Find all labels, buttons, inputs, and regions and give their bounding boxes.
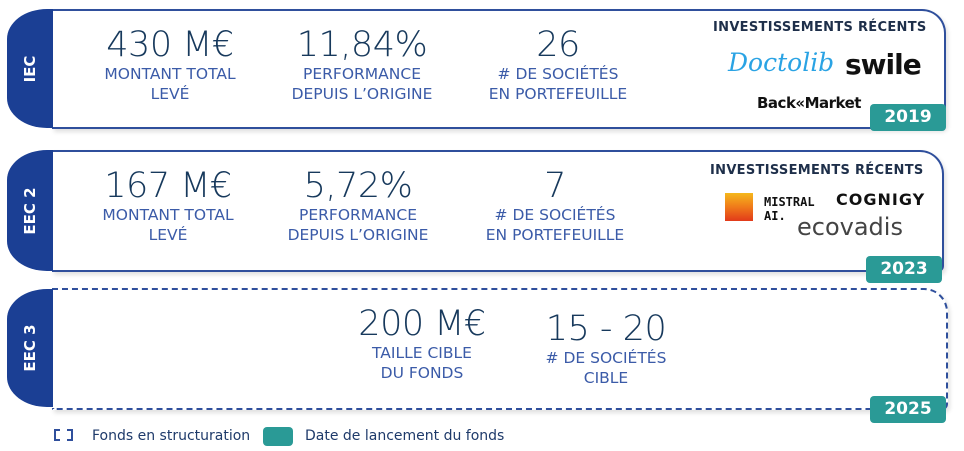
backmarket-logo: Back«Market	[757, 94, 861, 112]
stat-value: 430 M€	[106, 25, 234, 65]
launch-year-badge: 2023	[866, 256, 942, 283]
stat-label: # DE SOCIÉTÉS	[494, 206, 616, 224]
stat-performance: 5,72% PERFORMANCE DEPUIS L’ORIGINE	[288, 167, 429, 245]
fund-card-iec	[52, 9, 946, 129]
stat-label: LEVÉ	[150, 85, 190, 103]
fund-name: IEC	[21, 55, 39, 82]
fund-card-eec3	[52, 288, 948, 410]
ecovadis-logo: ecovadis	[797, 213, 903, 241]
launch-year-badge: 2019	[870, 104, 946, 131]
launch-year-badge: 2025	[870, 396, 946, 423]
stat-label: # DE SOCIÉTÉS	[545, 349, 667, 367]
investments-title: INVESTISSEMENTS RÉCENTS	[710, 163, 924, 178]
mistral-ai-icon	[725, 193, 753, 221]
stat-value: 15 - 20	[545, 309, 667, 349]
stat-label: EN PORTEFEUILLE	[488, 85, 628, 103]
stat-label: TAILLE CIBLE	[372, 344, 472, 362]
stat-value: 7	[544, 166, 566, 206]
stat-label: DEPUIS L’ORIGINE	[291, 85, 433, 103]
fund-tab-eec2: EEC 2	[7, 150, 53, 271]
stat-label: CIBLE	[583, 369, 629, 387]
fund-tab-iec: IEC	[7, 9, 53, 128]
stat-target-size: 200 M€ TAILLE CIBLE DU FONDS	[358, 304, 486, 383]
stat-label: PERFORMANCE	[303, 65, 421, 83]
mistral-logo-ai: AI.	[764, 209, 786, 223]
legend-dashed-icon	[54, 429, 73, 441]
stat-companies: 26 # DE SOCIÉTÉS EN PORTEFEUILLE	[489, 26, 627, 104]
stat-value: 11,84%	[296, 25, 428, 65]
stat-label: DU FONDS	[380, 364, 464, 382]
stat-label: LEVÉ	[148, 226, 188, 244]
stat-total-raised: 167 M€ MONTANT TOTAL LEVÉ	[102, 167, 233, 245]
legend-structuring: Fonds en structuration	[92, 428, 251, 444]
stat-label: # DE SOCIÉTÉS	[497, 65, 619, 83]
stat-value: 167 M€	[104, 166, 232, 206]
stat-value: 26	[536, 25, 580, 65]
fund-card-eec2	[52, 150, 944, 272]
stat-label: DEPUIS L’ORIGINE	[287, 226, 429, 244]
stat-performance: 11,84% PERFORMANCE DEPUIS L’ORIGINE	[292, 26, 433, 104]
swile-logo: swile	[845, 48, 922, 81]
stat-companies: 7 # DE SOCIÉTÉS EN PORTEFEUILLE	[486, 167, 624, 245]
doctolib-logo: Doctolib	[728, 48, 835, 77]
stat-label: EN PORTEFEUILLE	[485, 226, 625, 244]
mistral-logo: MISTRAL	[764, 195, 815, 209]
investments-title: INVESTISSEMENTS RÉCENTS	[713, 20, 927, 35]
stat-value: 200 M€	[358, 304, 486, 344]
stat-label: PERFORMANCE	[299, 206, 417, 224]
stat-label: MONTANT TOTAL	[102, 206, 234, 224]
legend-teal-swatch	[263, 427, 293, 446]
stat-value: 5,72%	[303, 166, 413, 206]
stat-total-raised: 430 M€ MONTANT TOTAL LEVÉ	[104, 26, 235, 104]
legend-launch: Date de lancement du fonds	[305, 428, 505, 444]
fund-name: EEC 2	[21, 186, 39, 235]
cognigy-logo: COGNIGY	[836, 190, 926, 209]
stat-target-companies: 15 - 20 # DE SOCIÉTÉS CIBLE	[546, 310, 667, 388]
fund-name: EEC 3	[21, 324, 39, 372]
fund-tab-eec3: EEC 3	[7, 289, 53, 407]
stat-label: MONTANT TOTAL	[104, 65, 236, 83]
